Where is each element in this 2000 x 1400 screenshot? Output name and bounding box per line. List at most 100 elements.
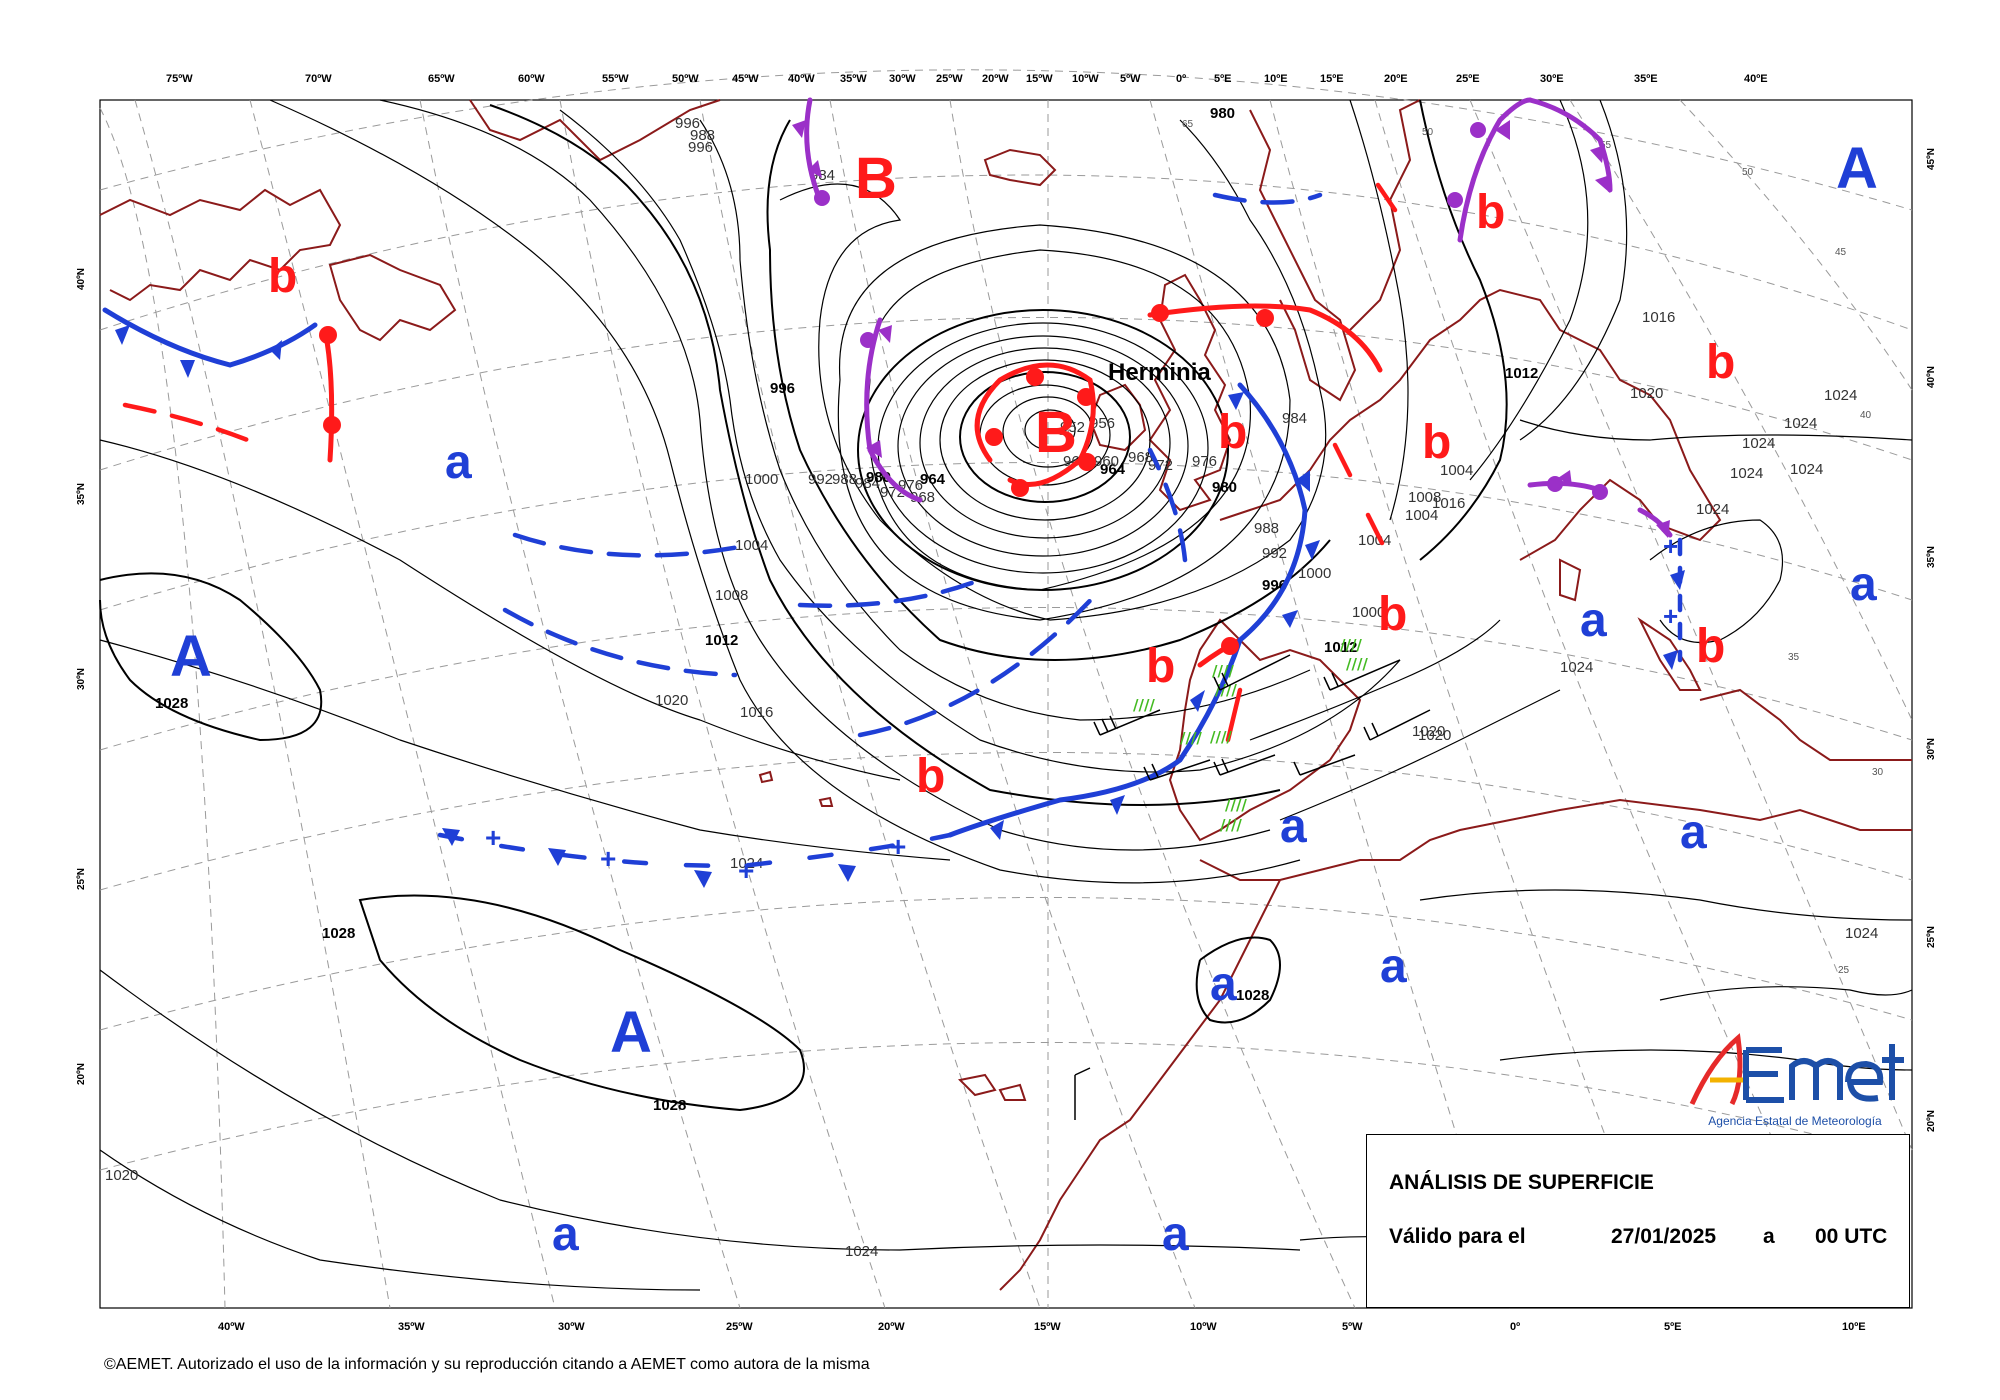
lon-label: 75ºW bbox=[166, 73, 193, 85]
lat-label: 35ºN bbox=[1926, 546, 1937, 568]
lat-label: 20ºN bbox=[1926, 1110, 1937, 1132]
lat-label: 50 bbox=[1422, 127, 1434, 138]
coast-canary-islands bbox=[957, 1073, 1027, 1101]
cold-front-british bbox=[1237, 382, 1308, 643]
valid-at: a bbox=[1763, 1225, 1775, 1248]
minor-low-label: b bbox=[1476, 186, 1505, 239]
svg-text:////: //// bbox=[1133, 696, 1155, 714]
svg-text:////: //// bbox=[1225, 796, 1247, 814]
warm-front-north-sea bbox=[1147, 303, 1383, 373]
isobar-label: 1016 bbox=[1432, 495, 1465, 512]
trough-red-2 bbox=[1365, 512, 1385, 546]
minor-high-label: a bbox=[1380, 940, 1407, 993]
isobar-label: 1004 bbox=[1440, 462, 1473, 479]
lat-label: 20ºN bbox=[76, 1063, 87, 1085]
svg-text:+: + bbox=[1663, 531, 1678, 561]
dissipating-cold-front bbox=[437, 832, 953, 868]
lat-label: 25ºN bbox=[76, 868, 87, 890]
lon-label: 45ºW bbox=[732, 73, 759, 85]
isobar-label: 1028 bbox=[1236, 987, 1269, 1004]
front-symbols: + + + + + + bbox=[115, 120, 1685, 888]
analysis-info-box: ANÁLISIS DE SUPERFICIE Válido para el 27… bbox=[1366, 1134, 1910, 1308]
graticule bbox=[99, 69, 1913, 1309]
isobar-label: 1024 bbox=[1845, 925, 1878, 942]
minor-low-label: b bbox=[1146, 640, 1175, 693]
svg-text:////: //// bbox=[1210, 728, 1232, 746]
lon-label: 15ºW bbox=[1026, 73, 1053, 85]
lon-label: 35ºW bbox=[840, 73, 867, 85]
lon-label: 55ºW bbox=[602, 73, 629, 85]
right-latitude-labels: 45ºN 40ºN 35ºN 30ºN 25ºN 20ºN bbox=[1926, 148, 1937, 1132]
svg-text:+: + bbox=[890, 831, 906, 862]
coast-mediterranean-islands bbox=[1559, 558, 1702, 691]
lon-label: 5ºE bbox=[1664, 1321, 1681, 1333]
minor-high-label: a bbox=[1850, 558, 1877, 611]
isobar-label: 988 bbox=[690, 127, 715, 144]
cold-front-atlantic bbox=[947, 637, 1243, 838]
coast-newfoundland bbox=[328, 253, 457, 342]
isobar-label: 1008 bbox=[715, 587, 748, 604]
isobar-label: 1028 bbox=[155, 695, 188, 712]
lon-label: 40ºW bbox=[788, 73, 815, 85]
lon-label: 10ºE bbox=[1842, 1321, 1866, 1333]
trough-red-4 bbox=[1225, 687, 1243, 743]
trough-red-3 bbox=[1375, 182, 1398, 213]
svg-text:////: //// bbox=[1215, 681, 1237, 699]
isobar-label: 988 bbox=[832, 471, 857, 488]
lon-label: 40ºE bbox=[1744, 73, 1768, 85]
isobar-label: 1012 bbox=[705, 632, 738, 649]
lon-label: 25ºE bbox=[1456, 73, 1480, 85]
isobar-label: 1012 bbox=[1324, 639, 1357, 656]
isobar-label: 1000 bbox=[1298, 565, 1331, 582]
valid-label: Válido para el bbox=[1389, 1225, 1526, 1248]
isobar-label: 1016 bbox=[1642, 309, 1675, 326]
isobar-label: 1004 bbox=[735, 537, 768, 554]
isobar-label: 1020 bbox=[655, 692, 688, 709]
lat-label: 40 bbox=[1860, 410, 1872, 421]
lon-label: 0º bbox=[1176, 73, 1186, 85]
minor-high-label: a bbox=[1162, 1208, 1189, 1261]
aemet-logo-caption: Agencia Estatal de Meteorología bbox=[1708, 1114, 1882, 1128]
svg-text:////: //// bbox=[1346, 655, 1368, 673]
isobar-label: 1024 bbox=[1742, 435, 1775, 452]
minor-low-label: b bbox=[1696, 620, 1725, 673]
isobar-label: 968 bbox=[910, 489, 935, 506]
isobar-label: 976 bbox=[1192, 453, 1217, 470]
lat-label: 25 bbox=[1838, 965, 1850, 976]
isobar-label: 1024 bbox=[1560, 659, 1593, 676]
lat-label: 50 bbox=[1742, 167, 1754, 178]
minor-high-label: a bbox=[1280, 800, 1307, 853]
pressure-system-labels: A A A B B a a a a a a a a a b b b b b b … bbox=[170, 136, 1878, 1261]
occluded-front-greenland bbox=[804, 97, 823, 203]
isobar-label: 1024 bbox=[1784, 415, 1817, 432]
isobar-label: 988 bbox=[1254, 520, 1279, 537]
isobar-label: 1024 bbox=[1696, 501, 1729, 518]
lon-label: 10ºE bbox=[1264, 73, 1288, 85]
lon-label: 5ºW bbox=[1342, 1321, 1363, 1333]
coast-british-isles bbox=[1148, 273, 1232, 512]
lat-label: 25ºN bbox=[1926, 926, 1937, 948]
top-longitude-labels: 75ºW 70ºW 65ºW 60ºW 55ºW 50ºW 45ºW 40ºW … bbox=[166, 73, 1768, 85]
isobar-label: 984 bbox=[1282, 410, 1307, 427]
lon-label: 15ºW bbox=[1034, 1321, 1061, 1333]
aemet-logo: Agencia Estatal de Meteorología bbox=[1682, 1030, 1908, 1134]
isobar-label: 996 bbox=[770, 380, 795, 397]
isobar-label: 956 bbox=[1090, 415, 1115, 432]
isobar-label: 952 bbox=[1060, 419, 1085, 436]
svg-text:////: //// bbox=[1220, 816, 1242, 834]
high-pressure-label: A bbox=[610, 1000, 652, 1065]
isobar-label: 980 bbox=[1210, 105, 1235, 122]
isobar-label: 964 bbox=[920, 471, 946, 488]
isobar-label: 980 bbox=[1212, 479, 1237, 496]
isobar-label: 1004 bbox=[1405, 507, 1438, 524]
lon-label: 50ºW bbox=[672, 73, 699, 85]
low-pressure-label: B bbox=[1035, 400, 1077, 465]
lat-label: 35ºN bbox=[76, 483, 87, 505]
isobar-label: 992 bbox=[808, 471, 833, 488]
minor-low-label: b bbox=[1422, 416, 1451, 469]
occluded-front-west bbox=[864, 317, 923, 503]
lat-label: 30 bbox=[1872, 767, 1884, 778]
svg-text:+: + bbox=[485, 822, 501, 853]
warm-front-herminia bbox=[974, 362, 1096, 487]
